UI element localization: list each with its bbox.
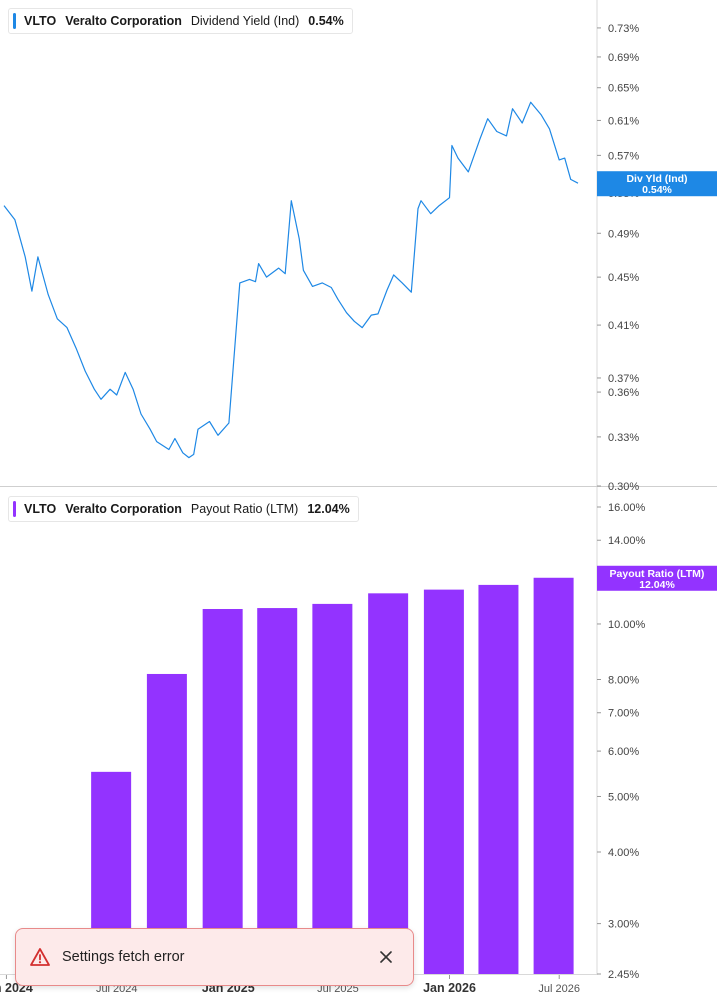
warning-icon (30, 948, 50, 966)
payout-ratio-bar (423, 589, 464, 974)
y-tick-label: 2.45% (608, 969, 639, 981)
y-tick-label: 14.00% (608, 535, 646, 547)
series-swatch (13, 501, 16, 517)
flag-value: 0.54% (642, 184, 672, 196)
current-value-flag (597, 565, 717, 591)
y-tick-label: 0.73% (608, 23, 639, 35)
y-tick-label: 3.00% (608, 919, 639, 931)
payout-ratio-panel: 16.00% 14.00% 10.00% 8.00% 7.00% 6.00% 5.00% 4.… (91, 502, 717, 981)
toast-message: Settings fetch error (62, 949, 185, 965)
series-swatch (13, 13, 16, 29)
legend-company: Veralto Corporation (65, 502, 182, 516)
y-tick-label: 16.00% (608, 502, 646, 514)
y-tick-label: 0.36% (608, 387, 639, 399)
y-tick-label: 10.00% (608, 619, 646, 631)
y-tick-label: 0.37% (608, 373, 639, 385)
close-icon (380, 951, 392, 963)
x-tick-label: Jul 2026 (538, 983, 580, 995)
legend-metric: Payout Ratio (LTM) (190, 502, 299, 516)
y-tick-label: 0.57% (608, 150, 639, 162)
legend-ticker: VLTO (24, 14, 57, 28)
y-tick-label: 0.49% (608, 228, 639, 240)
legend-value: 12.04% (307, 502, 350, 516)
payout-ratio-bar (202, 608, 243, 974)
payout-ratio-legend[interactable]: VLTO Veralto Corporation Payout Ratio (L… (8, 496, 359, 522)
dividend-yield-line (3, 101, 579, 459)
flag-label: Div Yld (Ind) (626, 173, 687, 185)
x-tick-label: Jan 2026 (423, 981, 476, 995)
x-tick-label: Jul 2024 (96, 983, 138, 995)
y-tick-label: 0.45% (608, 272, 639, 284)
toast-close-button[interactable] (369, 940, 403, 974)
legend-ticker: VLTO (24, 502, 57, 516)
legend-metric: Dividend Yield (Ind) (190, 14, 300, 28)
y-tick-label: 4.00% (608, 847, 639, 859)
y-tick-label: 8.00% (608, 675, 639, 687)
y-tick-label: 0.33% (608, 432, 639, 444)
legend-company: Veralto Corporation (65, 14, 182, 28)
flag-label: Payout Ratio (LTM) (610, 568, 705, 580)
dividend-yield-legend[interactable]: VLTO Veralto Corporation Dividend Yield … (8, 8, 353, 34)
payout-ratio-bar (368, 593, 409, 974)
error-toast: Settings fetch error (15, 928, 414, 986)
x-tick-label: Jul 2025 (317, 983, 359, 995)
y-tick-label: 0.61% (608, 115, 639, 127)
current-value-flag (597, 171, 717, 197)
payout-ratio-bar (257, 608, 298, 974)
y-tick-label: 0.69% (608, 52, 639, 64)
y-tick-label: 0.30% (608, 481, 639, 493)
payout-ratio-bar (533, 577, 574, 974)
y-tick-label: 6.00% (608, 746, 639, 758)
payout-ratio-bar (478, 584, 519, 974)
legend-value: 0.54% (308, 14, 344, 28)
dividend-yield-panel: 0.73%0.69%0.65%0.61%0.57%0.53%0.49%0.45%… (0, 0, 717, 975)
payout-ratio-bar (312, 603, 353, 974)
y-tick-label: 7.00% (608, 708, 639, 720)
y-tick-label: 0.65% (608, 83, 639, 95)
flag-value: 12.04% (639, 579, 675, 591)
y-tick-label: 0.41% (608, 320, 639, 332)
y-tick-label: 5.00% (608, 791, 639, 803)
payout-ratio-bar (146, 673, 187, 974)
